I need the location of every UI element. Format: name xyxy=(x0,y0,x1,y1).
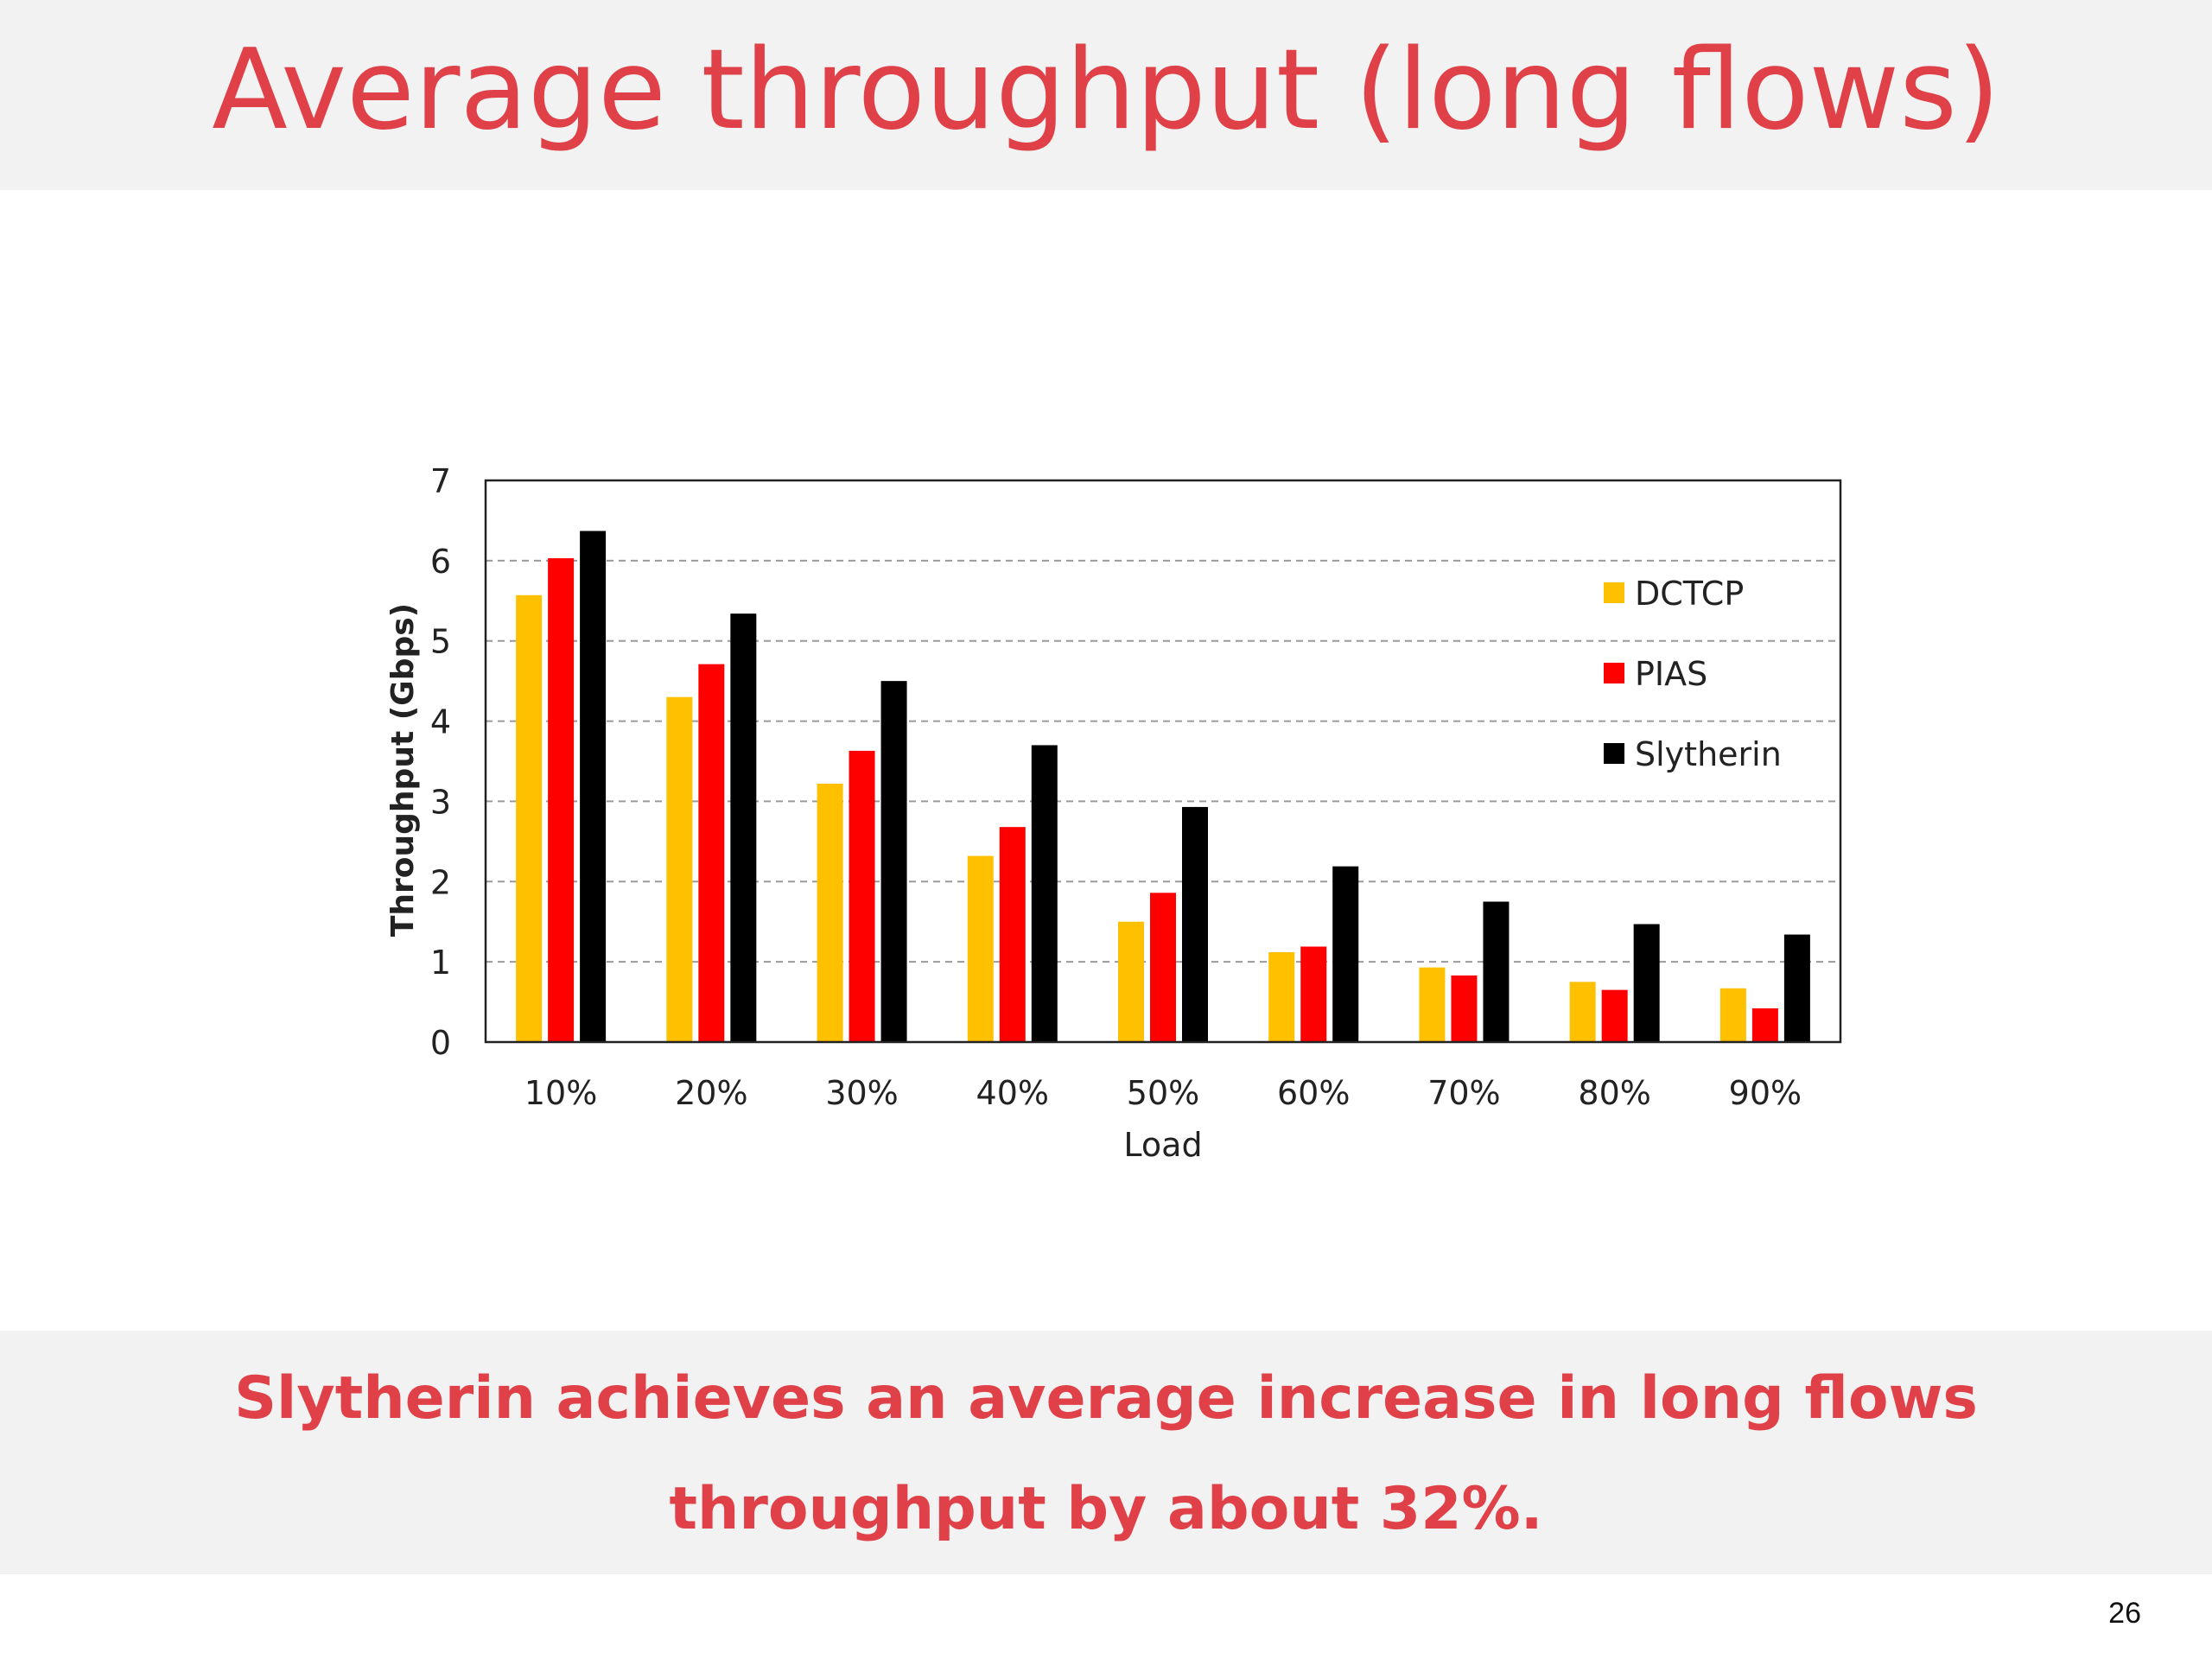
legend-label-slytherin: Slytherin xyxy=(1635,735,1782,773)
y-tick-label: 1 xyxy=(430,944,451,982)
bar-slytherin-20pct xyxy=(730,613,757,1042)
bar-pias-20pct xyxy=(698,664,725,1042)
bar-dctcp-60pct xyxy=(1268,952,1295,1042)
conclusion-text: Slytherin achieves an average increase i… xyxy=(0,1344,2212,1565)
bars xyxy=(516,531,1810,1042)
bar-slytherin-60pct xyxy=(1332,866,1359,1042)
bar-pias-10pct xyxy=(548,558,575,1042)
bar-slytherin-70pct xyxy=(1483,901,1510,1042)
legend: DCTCP PIAS Slytherin xyxy=(1604,575,1782,773)
bar-slytherin-40pct xyxy=(1031,745,1058,1042)
bar-dctcp-30pct xyxy=(817,784,843,1042)
bar-dctcp-50pct xyxy=(1118,921,1144,1042)
conclusion-line-2: throughput by about 32%. xyxy=(669,1475,1543,1543)
bar-slytherin-30pct xyxy=(880,681,907,1042)
x-tick-label: 10% xyxy=(524,1074,597,1112)
conclusion-band xyxy=(0,1331,2212,1574)
bar-dctcp-80pct xyxy=(1569,982,1596,1042)
title-band xyxy=(0,0,2212,190)
y-tick-label: 4 xyxy=(430,703,451,741)
bar-dctcp-40pct xyxy=(967,855,994,1042)
x-tick-label: 40% xyxy=(976,1074,1049,1112)
x-tick-label: 90% xyxy=(1729,1074,1802,1112)
page-number: 26 xyxy=(2108,1597,2141,1630)
x-tick-label: 30% xyxy=(825,1074,898,1112)
y-tick-label: 0 xyxy=(430,1024,451,1062)
bar-pias-60pct xyxy=(1300,946,1327,1042)
x-tick-label: 70% xyxy=(1427,1074,1500,1112)
bar-pias-90pct xyxy=(1751,1008,1778,1042)
bar-slytherin-80pct xyxy=(1633,924,1660,1042)
y-tick-label: 3 xyxy=(430,783,451,821)
legend-swatch-slytherin xyxy=(1604,743,1624,764)
bar-slytherin-90pct xyxy=(1783,934,1810,1042)
conclusion-line-1: Slytherin achieves an average increase i… xyxy=(234,1364,1978,1433)
x-tick-labels: 10% 20% 30% 40% 50% 60% 70% 80% 90% xyxy=(524,1074,1802,1112)
bar-dctcp-20pct xyxy=(666,696,693,1042)
legend-label-dctcp: DCTCP xyxy=(1635,575,1744,613)
legend-label-pias: PIAS xyxy=(1635,655,1707,693)
bar-dctcp-90pct xyxy=(1719,988,1746,1042)
bar-slytherin-10pct xyxy=(580,531,607,1042)
bar-pias-70pct xyxy=(1451,975,1478,1042)
y-tick-label: 2 xyxy=(430,863,451,901)
bar-pias-80pct xyxy=(1601,989,1628,1042)
bar-slytherin-50pct xyxy=(1182,806,1208,1042)
bar-pias-40pct xyxy=(999,827,1026,1042)
y-tick-label: 5 xyxy=(430,623,451,661)
y-tick-label: 6 xyxy=(430,543,451,581)
y-tick-labels: 0 1 2 3 4 5 6 7 xyxy=(430,462,451,1062)
x-tick-label: 60% xyxy=(1277,1074,1350,1112)
plot-frame xyxy=(484,479,1842,1044)
legend-swatch-pias xyxy=(1604,663,1624,683)
slide-title: Average throughput (long flows) xyxy=(212,26,2000,155)
bar-dctcp-70pct xyxy=(1419,967,1446,1042)
bar-pias-50pct xyxy=(1150,893,1176,1042)
bar-pias-30pct xyxy=(849,750,875,1042)
legend-swatch-dctcp xyxy=(1604,582,1624,603)
x-tick-label: 50% xyxy=(1127,1074,1199,1112)
y-axis-label: Throughput (Gbps) xyxy=(385,603,421,937)
bar-dctcp-10pct xyxy=(516,594,543,1042)
y-tick-label: 7 xyxy=(430,462,451,500)
x-tick-label: 20% xyxy=(675,1074,747,1112)
x-axis-label: Load xyxy=(1123,1126,1202,1164)
throughput-chart: 0 1 2 3 4 5 6 7 10% 20% 30% 40% 50% 60% 70% 80% 90% Loa… xyxy=(385,462,1842,1164)
x-tick-label: 80% xyxy=(1578,1074,1650,1112)
